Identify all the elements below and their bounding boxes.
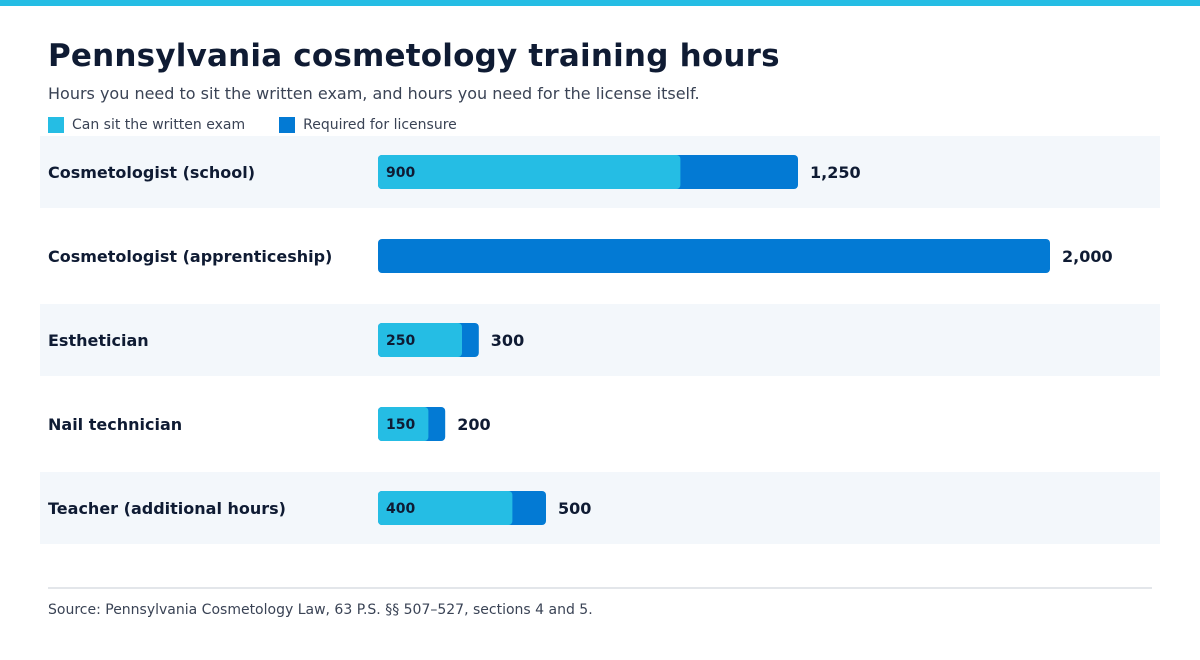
legend-swatch-licensure xyxy=(279,117,296,133)
category-label: Nail technician xyxy=(48,415,182,434)
legend: Can sit the written exam Required for li… xyxy=(48,117,491,133)
data-label-licensure: 500 xyxy=(558,499,591,518)
data-label-exam: 150 xyxy=(386,417,415,433)
data-label-exam: 400 xyxy=(386,501,415,517)
category-label: Cosmetologist (school) xyxy=(48,163,255,182)
bar-exam xyxy=(378,155,681,189)
data-label-licensure: 1,250 xyxy=(810,163,861,182)
bar-licensure xyxy=(378,239,1050,273)
top-accent-bar xyxy=(0,0,1200,6)
data-label-licensure: 300 xyxy=(491,331,524,350)
bar-exam xyxy=(378,491,513,525)
source-note: Source: Pennsylvania Cosmetology Law, 63… xyxy=(48,602,593,618)
category-label: Teacher (additional hours) xyxy=(48,499,286,518)
bar-chart: Cosmetologist (school) 900 1,250 Cosmetolog… xyxy=(40,136,1160,544)
data-label-exam: 250 xyxy=(386,333,415,349)
legend-item-licensure: Required for licensure xyxy=(279,117,457,133)
category-label: Cosmetologist (apprenticeship) xyxy=(48,247,332,266)
row-band xyxy=(40,304,1160,376)
legend-label-exam: Can sit the written exam xyxy=(72,117,246,133)
row-band xyxy=(40,472,1160,544)
data-label-licensure: 2,000 xyxy=(1062,247,1113,266)
category-label: Esthetician xyxy=(48,331,149,350)
chart-title: Pennsylvania cosmetology training hours xyxy=(48,38,780,74)
legend-item-exam: Can sit the written exam xyxy=(48,117,245,133)
data-label-licensure: 200 xyxy=(457,415,490,434)
legend-label-licensure: Required for licensure xyxy=(303,117,457,133)
footer-divider xyxy=(48,587,1152,589)
bar-exam xyxy=(378,407,429,441)
chart-subtitle: Hours you need to sit the written exam, … xyxy=(48,84,700,103)
bar-exam xyxy=(378,323,462,357)
data-label-exam: 900 xyxy=(386,165,415,181)
legend-swatch-exam xyxy=(48,117,64,133)
